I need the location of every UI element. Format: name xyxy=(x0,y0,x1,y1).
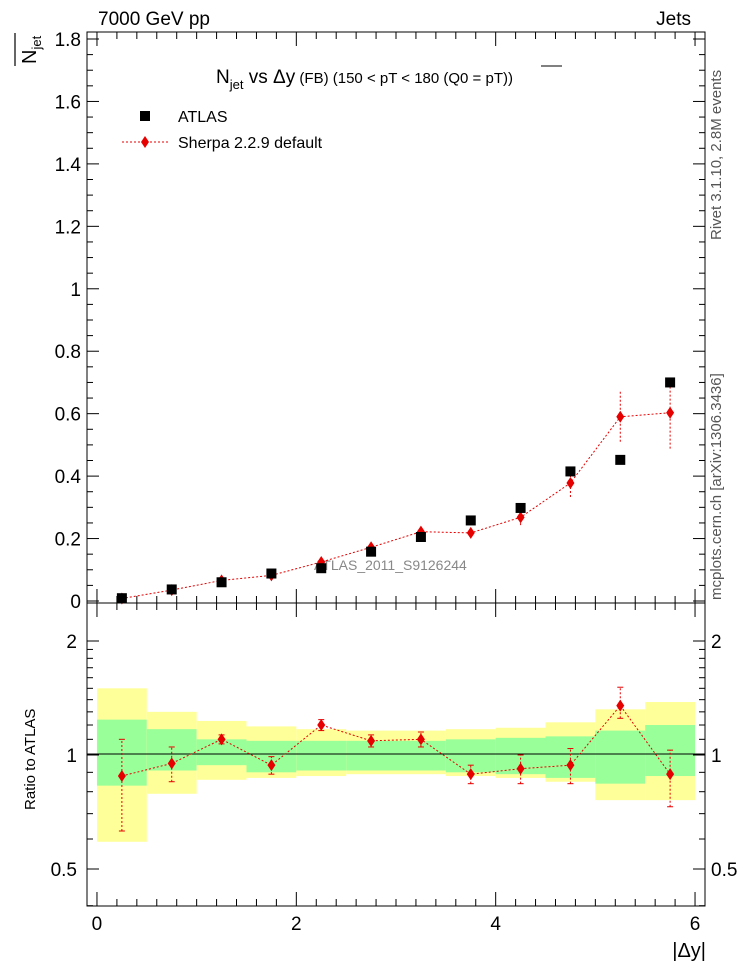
ratio-xtick-label: 0 xyxy=(92,914,103,935)
legend-mc-label: Sherpa 2.2.9 default xyxy=(178,135,323,152)
ratio-point xyxy=(167,757,176,770)
main-ytick-label: 1.4 xyxy=(55,155,82,176)
band-inner xyxy=(595,730,646,784)
ratio-point xyxy=(267,759,276,772)
mc-point xyxy=(516,511,525,524)
legend-data-marker xyxy=(140,111,150,121)
mc-point xyxy=(566,476,575,489)
ratio-point xyxy=(367,734,376,747)
ratio-xtick-label: 4 xyxy=(490,914,501,935)
svg-text:Njet: Njet xyxy=(19,35,44,64)
ratio-point xyxy=(466,768,475,781)
ratio-ytick-label: 0.5 xyxy=(51,860,77,881)
main-y-axis: 0 0.2 0.4 0.6 0.8 1 1.2 1.4 1.6 1.8 xyxy=(55,30,705,613)
ratio-xtick-label: 6 xyxy=(690,914,701,935)
main-ylabel: Njet xyxy=(14,33,44,66)
main-ytick-label: 1.8 xyxy=(55,30,81,51)
main-ytick-label: 1.6 xyxy=(55,92,81,113)
main-panel-title: Njet vs Δy (FB) (150 < pT < 180 (Q0 = pT… xyxy=(216,67,513,92)
header-energy-label: 7000 GeV pp xyxy=(98,9,210,30)
main-ytick-label: 0.2 xyxy=(55,530,81,551)
ratio-ytick-label-right: 0.5 xyxy=(711,860,737,881)
rivet-version-label: Rivet 3.1.10, 2.8M events xyxy=(708,70,725,240)
ratio-point xyxy=(566,759,575,772)
ratio-point xyxy=(317,719,326,732)
header-process-label: Jets xyxy=(656,9,691,30)
band-inner xyxy=(296,740,347,771)
data-point xyxy=(266,568,277,579)
legend: ATLAS Sherpa 2.2.9 default xyxy=(122,109,323,152)
ratio-ytick-label: 1 xyxy=(66,746,77,767)
main-ytick-label: 1.2 xyxy=(55,217,81,238)
mc-point xyxy=(666,406,675,419)
data-point xyxy=(415,531,426,542)
data-point xyxy=(465,515,476,526)
data-point xyxy=(665,377,676,388)
ratio-point xyxy=(616,699,625,712)
analysis-watermark: ATLAS_2011_S9126244 xyxy=(314,557,467,573)
ratio-y-axis: 0.5 0.5 1 1 2 2 xyxy=(51,632,737,907)
data-point xyxy=(515,502,526,513)
ratio-ytick-label-right: 1 xyxy=(711,746,722,767)
uncertainty-bands xyxy=(96,688,696,842)
main-x-ticks xyxy=(96,32,696,603)
main-ytick-label: 0.6 xyxy=(55,405,81,426)
ratio-xtick-label: 2 xyxy=(291,914,302,935)
ratio-ytick-label-right: 2 xyxy=(711,632,722,653)
mcplots-reference-label: mcplots.cern.ch [arXiv:1306.3436] xyxy=(708,373,725,600)
data-point xyxy=(316,563,327,574)
x-axis-label: |Δy| xyxy=(672,940,706,962)
mc-connecting-line xyxy=(121,412,671,599)
main-ytick-label: 0 xyxy=(70,592,81,613)
data-point xyxy=(366,546,377,557)
ratio-panel: 0.5 0.5 1 1 2 2 0 2 4 6 Ratio to ATLAS |Δy| xyxy=(22,602,737,962)
legend-mc-marker xyxy=(141,136,149,148)
ratio-point xyxy=(416,733,425,746)
ratio-ylabel: Ratio to ATLAS xyxy=(22,709,39,810)
ratio-point xyxy=(516,762,525,775)
ratio-ytick-label: 2 xyxy=(66,632,77,653)
data-point xyxy=(166,584,177,595)
data-point xyxy=(565,466,576,477)
ratio-point xyxy=(666,768,675,781)
ratio-connecting-line xyxy=(121,704,671,777)
data-point xyxy=(615,454,626,465)
mc-point xyxy=(616,410,625,423)
ratio-point xyxy=(117,770,126,783)
main-ytick-label: 0.4 xyxy=(55,467,82,488)
main-panel: Njet Njet vs Δy (FB) (150 < pT < 180 (Q0… xyxy=(14,30,706,613)
ratio-point xyxy=(217,733,226,746)
data-point xyxy=(216,577,227,588)
main-ytick-label: 1 xyxy=(70,280,81,301)
legend-data-label: ATLAS xyxy=(178,109,228,126)
data-point xyxy=(116,593,127,604)
ratio-mc-series xyxy=(117,686,675,832)
main-ytick-label: 0.8 xyxy=(55,342,81,363)
mc-point xyxy=(466,526,475,539)
data-series xyxy=(116,377,676,604)
ratio-x-axis: 0 2 4 6 xyxy=(92,603,701,935)
